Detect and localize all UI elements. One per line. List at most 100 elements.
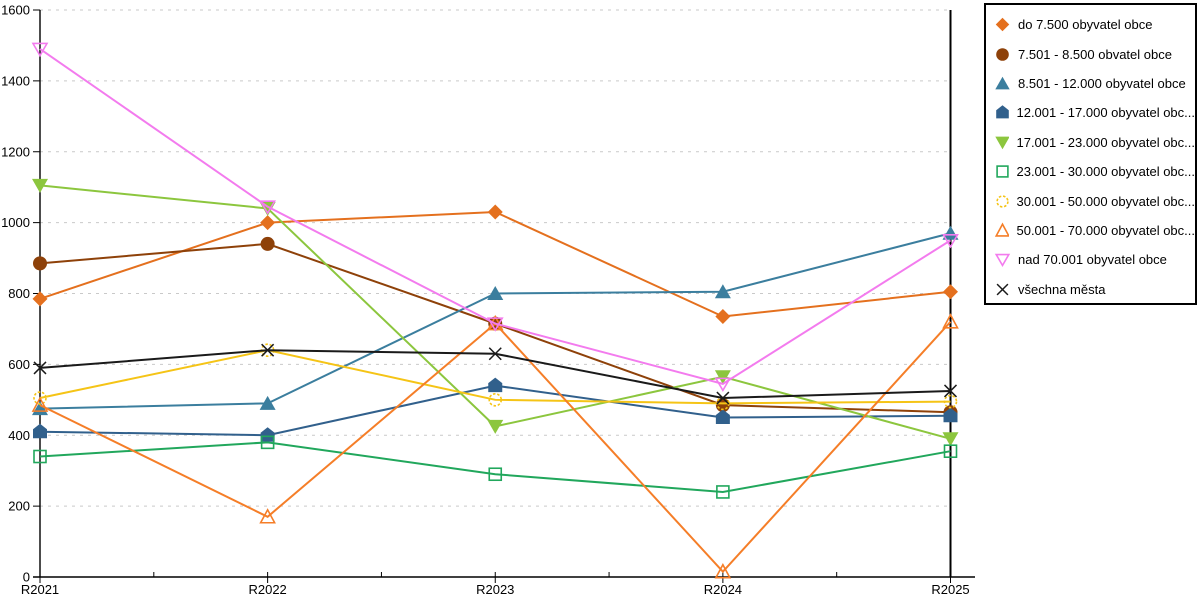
legend-item-2: 8.501 - 12.000 obyvatel obce — [994, 69, 1195, 98]
x-cross-marker — [261, 343, 275, 357]
square-open-marker — [996, 165, 1009, 178]
legend-label: 12.001 - 17.000 obyvatel obc... — [1016, 105, 1195, 121]
legend-item-4: 17.001 - 23.000 obyvatel obc... — [994, 128, 1195, 157]
legend-item-5: 23.001 - 30.000 obyvatel obc... — [994, 157, 1195, 186]
legend-label: 7.501 - 8.500 obvatel obce — [1018, 46, 1172, 62]
y-tick-label: 200 — [8, 499, 30, 514]
triangle-up-open-marker — [994, 222, 1010, 237]
diamond-marker — [32, 291, 48, 307]
series-line-6 — [39, 349, 951, 405]
circle-marker — [996, 47, 1009, 61]
legend-label: 30.001 - 50.000 obyvatel obc... — [1016, 193, 1195, 209]
triangle-down-open-marker — [994, 254, 1011, 268]
square-open-icon — [996, 165, 1009, 178]
triangle-down-open-marker — [486, 317, 504, 332]
x-cross-marker — [716, 391, 730, 405]
triangle-up-open-icon — [994, 222, 1010, 237]
triangle-down-marker — [32, 178, 48, 193]
x-cross-marker — [996, 283, 1009, 296]
triangle-up-open-marker — [259, 508, 276, 524]
y-tick-label: 800 — [8, 286, 30, 301]
triangle-down-marker — [487, 419, 504, 434]
y-tick-label: 0 — [23, 570, 30, 585]
x-tick-label: R2023 — [476, 582, 514, 597]
circle-open-marker — [996, 194, 1009, 208]
y-tick-label: 1600 — [1, 3, 30, 18]
triangle-up-icon — [995, 76, 1010, 90]
triangle-up-marker — [942, 225, 959, 240]
legend-label: 17.001 - 23.000 obyvatel obc... — [1016, 134, 1195, 150]
legend-label: 50.001 - 70.000 obyvatel obc... — [1016, 222, 1195, 238]
legend-label: všechna města — [1018, 281, 1106, 297]
circle-open-marker — [488, 393, 503, 407]
circle-icon — [996, 47, 1009, 61]
x-cross-marker — [943, 384, 958, 398]
triangle-up-open-marker — [31, 396, 49, 412]
legend-item-3: 12.001 - 17.000 obyvatel obc... — [994, 98, 1195, 127]
pentagon-marker — [943, 407, 958, 423]
triangle-up-open-marker — [714, 562, 732, 579]
triangle-up-marker — [259, 395, 276, 410]
diamond-marker — [715, 309, 731, 325]
circle-marker — [33, 256, 47, 271]
square-open-marker — [260, 435, 275, 450]
diamond-icon — [995, 17, 1010, 32]
y-tick-label: 1000 — [1, 215, 30, 230]
triangle-up-marker — [487, 286, 504, 300]
square-open-marker — [943, 444, 958, 458]
triangle-down-marker — [995, 136, 1010, 149]
triangle-down-marker — [942, 432, 959, 447]
square-open-marker — [33, 449, 47, 464]
square-open-marker — [716, 485, 730, 499]
legend-item-9: všechna města — [994, 275, 1195, 304]
square-open-marker — [488, 467, 503, 482]
triangle-down-marker — [714, 370, 731, 385]
series-line-8 — [39, 48, 952, 385]
circle-open-marker — [943, 394, 958, 409]
triangle-down-icon — [995, 136, 1010, 149]
x-cross-icon — [996, 283, 1009, 296]
diamond-marker — [943, 284, 958, 300]
pentagon-marker — [33, 423, 47, 439]
x-cross-marker — [33, 361, 47, 375]
pentagon-marker — [996, 105, 1009, 119]
circle-open-icon — [996, 194, 1009, 208]
x-tick-label: R2025 — [931, 582, 969, 597]
chart-legend: do 7.500 obyvatel obce 7.501 - 8.500 obva… — [984, 3, 1197, 305]
pentagon-icon — [996, 105, 1009, 119]
diamond-marker — [260, 215, 276, 231]
legend-label: nad 70.001 obyvatel obce — [1018, 252, 1167, 268]
y-tick-label: 1400 — [1, 73, 30, 88]
legend-item-0: do 7.500 obyvatel obce — [994, 10, 1195, 39]
series-line-7 — [39, 321, 952, 574]
series-line-5 — [39, 441, 951, 493]
pentagon-marker — [488, 377, 503, 393]
pentagon-marker — [715, 409, 730, 425]
triangle-down-open-marker — [942, 234, 959, 249]
legend-item-6: 30.001 - 50.000 obyvatel obc... — [994, 186, 1195, 215]
x-tick-label: R2021 — [21, 582, 59, 597]
series-line-0 — [39, 210, 951, 318]
triangle-down-open-marker — [714, 377, 732, 392]
legend-item-8: nad 70.001 obyvatel obce — [994, 245, 1195, 274]
y-tick-label: 400 — [8, 428, 30, 443]
legend-item-7: 50.001 - 70.000 obyvatel obc... — [994, 216, 1195, 245]
x-tick-label: R2022 — [248, 582, 286, 597]
legend-label: 23.001 - 30.000 obyvatel obc... — [1016, 164, 1195, 180]
y-tick-label: 1200 — [1, 144, 30, 159]
diamond-marker — [487, 204, 503, 220]
circle-marker — [260, 236, 275, 251]
legend-label: 8.501 - 12.000 obyvatel obce — [1018, 75, 1186, 91]
y-tick-label: 600 — [8, 357, 30, 372]
circle-open-marker — [33, 391, 47, 405]
triangle-up-marker — [995, 76, 1010, 90]
pentagon-marker — [260, 427, 275, 442]
triangle-down-open-marker — [259, 200, 277, 215]
plot-area: 0 200 400 600 800 1000 1200 1400 1600 R2021 R2022 R… — [1, 3, 975, 597]
triangle-down-open-marker — [31, 42, 49, 58]
legend-label: do 7.500 obyvatel obce — [1018, 17, 1153, 33]
triangle-up-open-marker — [942, 313, 959, 329]
triangle-up-marker — [714, 284, 731, 299]
legend-item-1: 7.501 - 8.500 obvatel obce — [994, 39, 1195, 68]
